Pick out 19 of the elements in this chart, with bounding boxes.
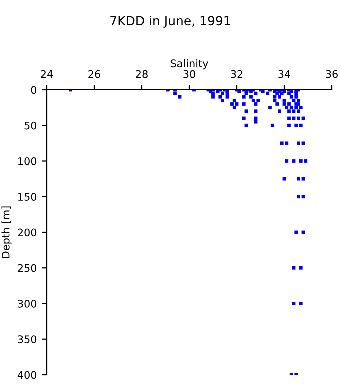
x-tick-label: 32 [231,70,243,78]
y-axis-title: Depth [m] [2,206,12,258]
y-tick-label: 250 [18,264,37,272]
y-tick-label: 400 [18,371,37,380]
x-axis-title: Salinity [170,60,208,70]
x-tick-label: 28 [136,70,148,78]
y-tick-label: 0 [31,86,37,94]
x-tick-label: 24 [41,70,54,78]
chart-title: 7KDD in June, 1991 [110,16,230,28]
y-tick-label: 300 [18,300,37,308]
y-tick-label: 50 [24,122,37,130]
x-tick-label: 34 [278,70,291,78]
y-tick-label: 150 [18,193,37,201]
x-tick-label: 26 [88,70,100,78]
x-tick-label: 36 [326,70,338,78]
y-tick-label: 350 [18,336,37,344]
y-tick-label: 200 [18,228,37,237]
x-tick-label: 30 [184,70,196,78]
y-tick-label: 100 [18,157,37,166]
